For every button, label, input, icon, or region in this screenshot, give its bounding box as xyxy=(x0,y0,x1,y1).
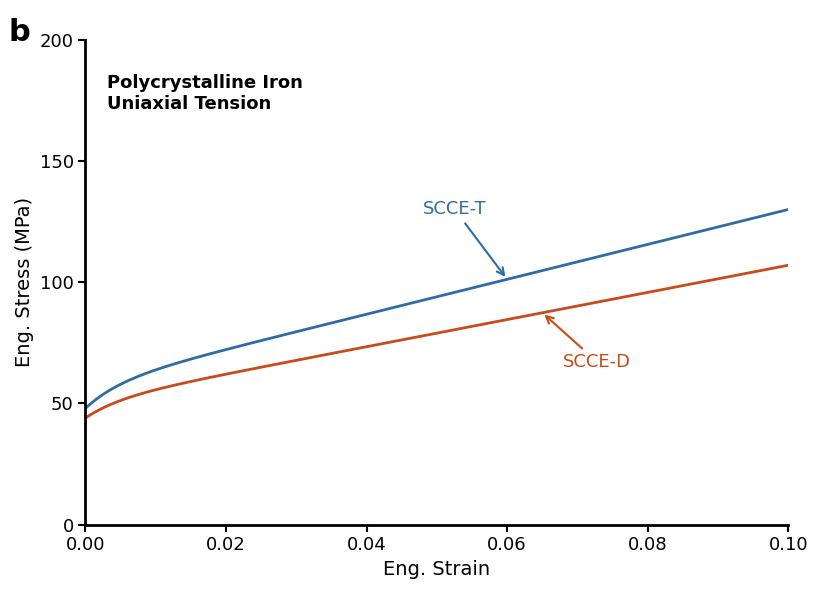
Text: Polycrystalline Iron
Uniaxial Tension: Polycrystalline Iron Uniaxial Tension xyxy=(106,74,302,112)
Text: b: b xyxy=(8,18,30,47)
Y-axis label: Eng. Stress (MPa): Eng. Stress (MPa) xyxy=(15,197,34,367)
X-axis label: Eng. Strain: Eng. Strain xyxy=(384,560,491,579)
Text: SCCE-D: SCCE-D xyxy=(546,316,631,371)
Text: SCCE-T: SCCE-T xyxy=(423,200,504,275)
